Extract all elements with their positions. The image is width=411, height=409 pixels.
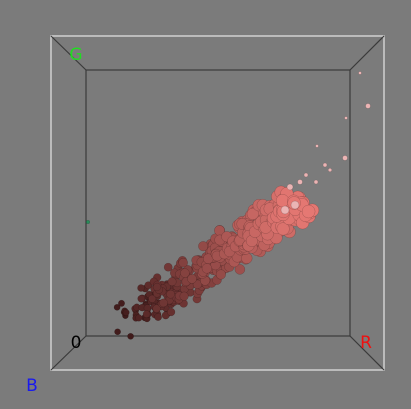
color-point bbox=[276, 222, 290, 236]
color-point bbox=[118, 299, 125, 307]
color-point bbox=[180, 268, 190, 278]
color-point bbox=[365, 103, 371, 109]
color-point bbox=[152, 304, 161, 313]
color-point bbox=[137, 284, 145, 292]
color-point bbox=[167, 277, 177, 287]
color-point bbox=[198, 241, 209, 252]
color-point bbox=[322, 162, 328, 168]
back-square bbox=[85, 69, 351, 337]
edge bbox=[50, 35, 87, 71]
color-point bbox=[342, 155, 348, 161]
color-point bbox=[113, 303, 121, 311]
color-point bbox=[297, 179, 303, 185]
axis-label-red: R bbox=[360, 333, 372, 353]
color-point bbox=[142, 310, 151, 318]
color-point bbox=[152, 282, 162, 292]
point-cloud bbox=[85, 71, 371, 340]
axis-label-green: G bbox=[69, 45, 82, 65]
color-point bbox=[234, 264, 246, 275]
color-point bbox=[178, 257, 188, 268]
color-point bbox=[201, 263, 213, 274]
cube-edges bbox=[50, 35, 385, 371]
color-point bbox=[137, 294, 146, 303]
edge bbox=[349, 335, 385, 371]
color-point bbox=[303, 172, 309, 178]
color-point bbox=[166, 307, 176, 317]
color-point bbox=[144, 281, 153, 290]
color-point bbox=[179, 291, 189, 301]
color-point bbox=[135, 314, 143, 322]
axis-label-blue: B bbox=[26, 376, 38, 396]
color-point bbox=[315, 144, 319, 148]
color-point bbox=[358, 71, 362, 75]
color-point bbox=[246, 207, 259, 220]
color-point bbox=[159, 298, 168, 308]
color-point bbox=[163, 262, 173, 272]
color-point bbox=[215, 269, 226, 280]
color-point bbox=[344, 116, 348, 120]
edge bbox=[349, 35, 385, 71]
color-point bbox=[280, 205, 290, 215]
color-point bbox=[327, 167, 333, 173]
color-point bbox=[286, 183, 294, 191]
front-square bbox=[50, 35, 385, 371]
color-point bbox=[127, 332, 134, 340]
color-point bbox=[85, 219, 91, 225]
color-point bbox=[122, 309, 130, 316]
color-point bbox=[166, 289, 175, 299]
origin-label: 0 bbox=[71, 333, 82, 353]
color-point bbox=[114, 328, 121, 336]
color-point bbox=[154, 313, 162, 321]
back-face bbox=[85, 69, 351, 337]
color-point bbox=[290, 200, 300, 210]
color-point bbox=[148, 294, 157, 303]
color-point bbox=[187, 273, 197, 284]
edge bbox=[50, 335, 87, 371]
front-face bbox=[50, 35, 385, 371]
color-point bbox=[313, 179, 319, 185]
color-point bbox=[301, 204, 316, 219]
